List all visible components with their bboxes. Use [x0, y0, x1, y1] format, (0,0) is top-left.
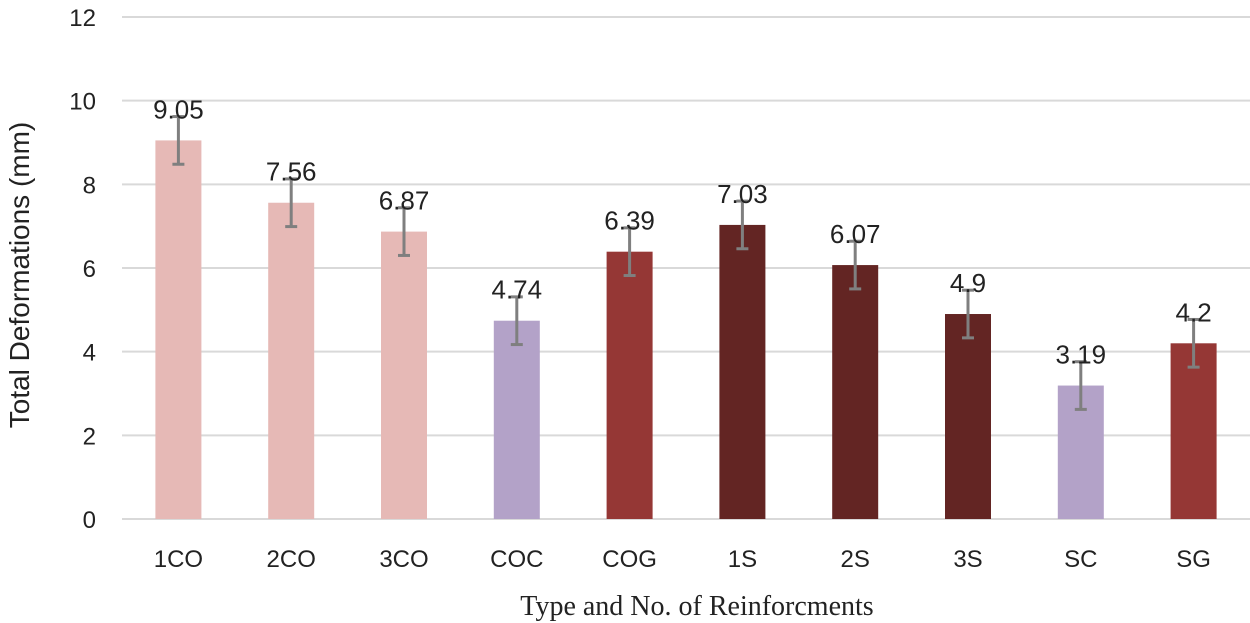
bar-1s	[719, 224, 766, 519]
error-bar-sc	[1074, 360, 1087, 411]
y-tick-label: 0	[83, 507, 96, 534]
error-bar-2co	[285, 177, 298, 229]
data-label-3co: 6.87	[379, 186, 430, 216]
y-axis-ticks: 0 2 4 6 8 10 12	[69, 5, 96, 534]
y-tick-label: 6	[83, 256, 96, 283]
error-bar-coc	[510, 295, 523, 347]
x-tick-label: COC	[490, 546, 543, 573]
error-bars	[172, 115, 1200, 411]
error-bar-sg	[1187, 317, 1200, 369]
data-labels: 9.05 7.56 6.87 4.74 6.39 7.03 6.07 4.9 3.19 4.2	[153, 94, 1212, 369]
y-axis-label: Total Deformations (mm)	[4, 122, 35, 429]
data-label-coc: 4.74	[491, 275, 542, 305]
x-tick-label: 1CO	[154, 546, 203, 573]
error-bar-3co	[398, 206, 410, 257]
y-tick-label: 2	[83, 423, 96, 450]
bar-3s	[945, 314, 991, 519]
bar-3co	[381, 231, 427, 520]
x-tick-label: 2S	[841, 546, 870, 573]
error-bar-3s	[962, 288, 974, 340]
data-label-1co: 9.05	[153, 94, 204, 124]
y-tick-label: 12	[69, 5, 96, 32]
bar-1co	[155, 140, 202, 520]
x-axis-label: Type and No. of Reinforcments	[520, 591, 873, 622]
error-bar-1s	[736, 199, 749, 251]
data-label-2s: 6.07	[830, 219, 881, 249]
x-tick-label: COG	[602, 546, 657, 573]
data-label-1s: 7.03	[717, 179, 768, 209]
bars	[155, 140, 1217, 520]
x-tick-label: SG	[1176, 546, 1211, 573]
x-tick-label: 2CO	[267, 546, 316, 573]
x-tick-label: 3CO	[379, 546, 428, 573]
bar-2s	[832, 265, 879, 519]
data-label-cog: 6.39	[604, 206, 655, 236]
error-bar-cog	[623, 226, 636, 278]
data-label-sc: 3.19	[1055, 340, 1106, 370]
data-label-3s: 4.9	[950, 268, 986, 298]
error-bar-1co	[172, 115, 185, 166]
y-tick-label: 4	[83, 340, 96, 367]
x-tick-label: SC	[1064, 546, 1097, 573]
data-label-2co: 7.56	[266, 157, 317, 187]
x-axis-ticks: 1CO 2CO 3CO COC COG 1S 2S 3S SC SG	[154, 546, 1211, 573]
bar-sg	[1170, 343, 1217, 519]
y-tick-label: 8	[83, 172, 96, 199]
data-label-sg: 4.2	[1176, 297, 1212, 327]
y-tick-label: 10	[69, 89, 96, 116]
bar-coc	[493, 320, 540, 519]
x-tick-label: 3S	[953, 546, 982, 573]
x-tick-label: 1S	[728, 546, 757, 573]
bar-2co	[268, 202, 315, 520]
error-bar-2s	[849, 239, 862, 291]
bar-cog	[606, 251, 653, 519]
